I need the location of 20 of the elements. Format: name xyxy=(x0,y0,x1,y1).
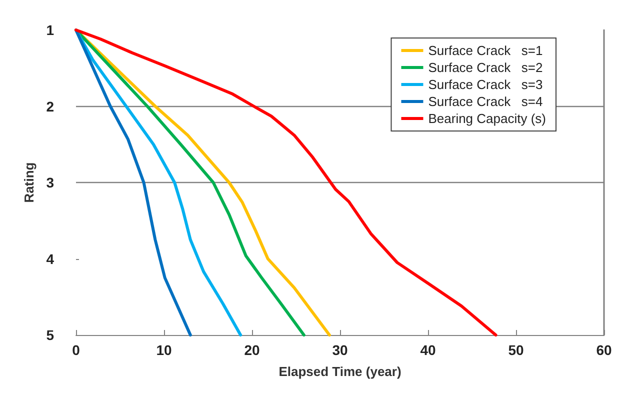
legend-label: Surface Crack s=2 xyxy=(428,60,543,75)
line-series xyxy=(74,28,192,336)
y-tick-label: 3 xyxy=(46,174,54,190)
x-tick-label: 20 xyxy=(244,342,260,358)
x-tick-label: 50 xyxy=(508,342,524,358)
x-tick-label: 30 xyxy=(332,342,348,358)
y-tick-label: 4 xyxy=(46,250,54,267)
legend-label: Surface Crack s=3 xyxy=(428,77,543,92)
y-tick-label: 1 xyxy=(46,22,54,38)
y-tick-label: 2 xyxy=(46,98,54,114)
y-tick-label: 5 xyxy=(46,327,54,343)
x-axis-title: Elapsed Time (year) xyxy=(278,364,402,379)
legend-label: Surface Crack s=1 xyxy=(428,43,543,58)
legend-label: Surface Crack s=4 xyxy=(428,94,543,109)
legend-label: Bearing Capacity (s) xyxy=(428,111,546,126)
x-tick-label: 0 xyxy=(72,342,80,358)
x-tick-label: 40 xyxy=(420,342,436,358)
y-axis-title: Rating xyxy=(21,162,36,203)
x-tick-label: 60 xyxy=(596,342,612,358)
x-tick-label: 10 xyxy=(156,342,172,358)
